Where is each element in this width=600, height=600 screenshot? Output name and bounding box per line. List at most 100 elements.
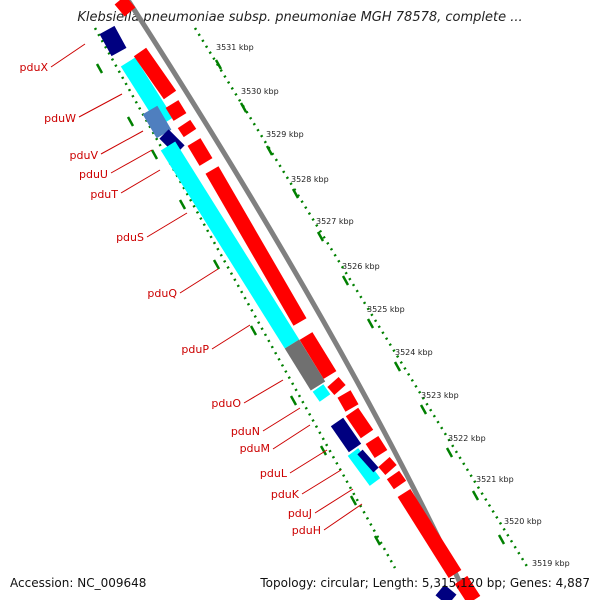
scale-label: 3520 kbp	[504, 517, 542, 526]
cds-forward-12	[378, 457, 397, 475]
map-title: Klebsiella pneumoniae subsp. pneumoniae …	[77, 10, 523, 25]
cds-forward-9	[337, 390, 359, 412]
scale-label: 3522 kbp	[448, 434, 486, 443]
scale-label: 3521 kbp	[476, 475, 514, 484]
cds-forward-3	[165, 100, 187, 121]
cds-reverse-11	[435, 584, 457, 600]
gene-label[interactable]: pduO	[211, 397, 241, 410]
gene-label[interactable]: pduN	[231, 425, 260, 438]
scale-label: 3523 kbp	[421, 391, 459, 400]
gene-label[interactable]: pduQ	[147, 287, 177, 300]
cds-reverse-7	[312, 384, 331, 402]
cds-reverse-1	[99, 25, 127, 57]
gc-dash-inner	[349, 495, 358, 506]
gc-dash-inner	[289, 395, 298, 406]
leader-pduS	[146, 212, 188, 238]
leader-pduK	[301, 469, 342, 495]
leader-pduO	[243, 379, 284, 404]
reverse-strand-track[interactable]	[99, 25, 457, 600]
gc-dots-inner	[93, 27, 397, 569]
cds-forward-7	[299, 332, 337, 379]
scale-label: 3527 kbp	[316, 217, 354, 226]
scale-label: 3528 kbp	[291, 175, 329, 184]
gc-dash-outer	[316, 231, 325, 242]
gene-label[interactable]: pduW	[44, 112, 76, 125]
cds-reverse-9	[347, 448, 381, 486]
leader-pduQ	[179, 268, 219, 294]
scale-label: 3524 kbp	[395, 348, 433, 357]
gene-label[interactable]: pduP	[181, 343, 209, 356]
gene-label[interactable]: pduV	[70, 149, 99, 162]
gc-dash-outer	[497, 534, 506, 545]
cds-reverse-8	[330, 417, 362, 453]
gc-dash-outer	[419, 404, 428, 415]
cds-forward-10	[345, 407, 374, 439]
scale-label: 3519 kbp	[532, 559, 570, 568]
leader-pduW	[78, 93, 123, 118]
cds-forward-2	[133, 47, 177, 100]
cds-forward-14	[397, 489, 462, 578]
leader-pduT	[120, 169, 161, 194]
leader-pduP	[211, 324, 251, 350]
gene-label[interactable]: pduH	[292, 524, 321, 537]
cds-forward-13	[386, 470, 407, 490]
gene-label[interactable]: pduT	[90, 188, 118, 201]
leader-pduU	[110, 149, 153, 174]
gene-label[interactable]: pduM	[240, 442, 270, 455]
cds-forward-11	[365, 435, 388, 459]
gene-label[interactable]: pduX	[20, 61, 49, 74]
genome-summary: Topology: circular; Length: 5,315,120 bp…	[260, 576, 590, 590]
gc-dash-outer	[239, 102, 248, 113]
gene-label[interactable]: pduU	[79, 168, 108, 181]
leader-pduJ	[314, 488, 354, 514]
leader-pduN	[262, 407, 301, 432]
gc-dots-outer	[193, 27, 530, 569]
gene-label[interactable]: pduS	[116, 231, 144, 244]
gc-dash-outer	[291, 188, 300, 199]
leader-pduV	[100, 130, 144, 155]
gc-dash-outer	[341, 275, 350, 286]
gc-dash-inner	[212, 259, 221, 270]
gene-labels: pduX pduW pduV pduU pduT pduS pduQ pduP …	[20, 61, 321, 537]
gene-label[interactable]: pduK	[271, 488, 300, 501]
gc-dash-outer	[265, 145, 274, 156]
cds-reverse-10	[357, 449, 379, 473]
gene-label[interactable]: pduL	[260, 467, 288, 480]
cds-reverse-5	[160, 141, 300, 349]
gc-track-outer	[193, 27, 530, 569]
scale-label: 3529 kbp	[266, 130, 304, 139]
cds-forward-1	[114, 0, 136, 17]
gene-label[interactable]: pduJ	[288, 507, 312, 520]
gc-dash-inner	[150, 149, 159, 160]
gc-dash-outer	[445, 447, 454, 458]
scale-labels: 3531 kbp 3530 kbp 3529 kbp 3528 kbp 3527…	[216, 43, 570, 568]
gene-label-leaders	[50, 43, 363, 531]
cds-forward-15	[454, 575, 481, 600]
gc-dash-inner	[126, 116, 135, 127]
gc-dash-outer	[393, 361, 402, 372]
gc-dash-inner	[319, 445, 328, 456]
scale-label: 3530 kbp	[241, 87, 279, 96]
scale-label: 3526 kbp	[342, 262, 380, 271]
forward-strand-track[interactable]	[114, 0, 481, 600]
cds-forward-4	[177, 119, 197, 138]
scale-label: 3525 kbp	[367, 305, 405, 314]
cds-forward-5	[187, 138, 213, 166]
cds-forward-8	[327, 377, 346, 395]
gc-dash-inner	[178, 199, 187, 210]
gc-dash-inner	[249, 325, 258, 336]
gc-dash-outer	[366, 318, 375, 329]
cds-reverse-6	[284, 339, 326, 391]
leader-pduL	[289, 449, 328, 474]
accession-label: Accession: NC_009648	[10, 576, 147, 590]
gc-dash-outer	[471, 490, 480, 501]
cds-forward-6	[205, 166, 307, 326]
cds-reverse-3	[142, 105, 172, 139]
gc-dash-outer	[214, 59, 223, 70]
leader-pduH	[323, 503, 363, 531]
gc-dash-inner	[373, 535, 382, 546]
gc-dash-inner	[95, 63, 104, 74]
scale-label: 3531 kbp	[216, 43, 254, 52]
gc-track-inner	[93, 27, 397, 569]
